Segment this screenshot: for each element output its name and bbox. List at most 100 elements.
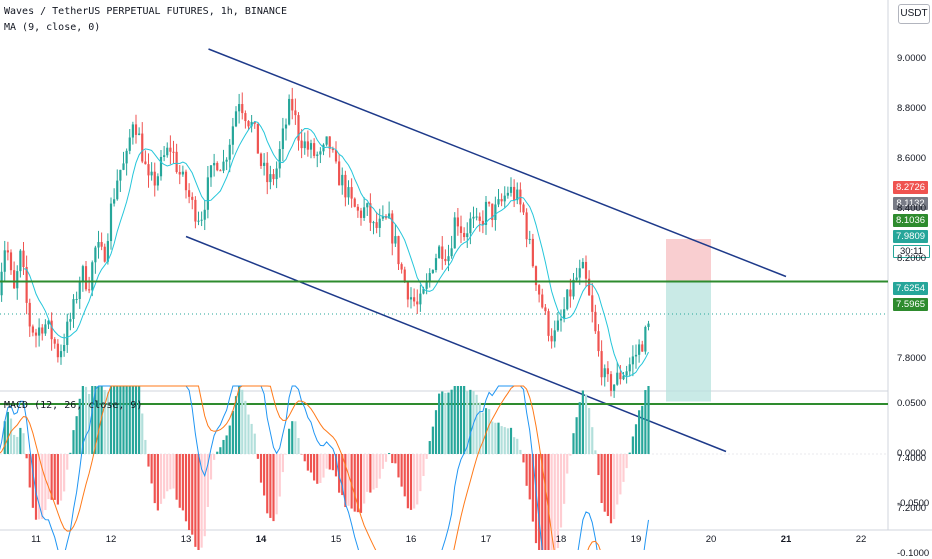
macd-histogram-bar: [447, 392, 450, 454]
candle: [316, 154, 319, 156]
candle: [231, 126, 234, 145]
candle: [253, 121, 256, 124]
macd-histogram-bar: [91, 386, 94, 454]
candle: [609, 374, 613, 391]
macd-histogram-bar: [81, 386, 84, 454]
candle: [541, 294, 544, 308]
candle: [178, 172, 181, 175]
candle: [484, 201, 488, 225]
macd-histogram-bar: [497, 422, 500, 454]
candle: [481, 220, 484, 225]
macd-histogram-bar: [113, 386, 116, 454]
candle: [97, 242, 100, 248]
macd-histogram-bar: [278, 454, 281, 497]
macd-histogram-bar: [350, 454, 353, 509]
candle: [213, 162, 216, 166]
candle: [150, 171, 153, 176]
candle: [406, 282, 409, 300]
macd-histogram-bar: [100, 386, 103, 454]
macd-histogram-bar: [628, 452, 631, 454]
macd-histogram-bar: [425, 454, 428, 459]
candle: [278, 149, 281, 169]
candle: [3, 250, 6, 272]
macd-histogram-bar: [181, 454, 184, 511]
candle: [300, 140, 303, 149]
candle: [194, 199, 197, 222]
symbol-legend[interactable]: Waves / TetherUS PERPETUAL FUTURES, 1h, …: [4, 6, 287, 17]
macd-legend[interactable]: MACD (12, 26, close, 9): [4, 400, 143, 411]
candle: [597, 331, 600, 352]
candle: [538, 285, 541, 295]
macd-histogram-bar: [150, 454, 153, 484]
candle: [488, 201, 491, 204]
candle: [181, 171, 184, 175]
macd-histogram-bar: [13, 434, 16, 454]
candle: [297, 115, 300, 141]
macd-histogram-bar: [613, 454, 616, 520]
candle: [100, 242, 103, 247]
macd-histogram-bar: [581, 390, 584, 454]
candle: [272, 174, 275, 180]
candle: [75, 298, 78, 300]
candle: [263, 162, 266, 166]
macd-histogram-bar: [250, 423, 253, 454]
ma-legend[interactable]: MA (9, close, 0): [4, 22, 101, 33]
macd-histogram-bar: [169, 454, 172, 490]
candle: [372, 222, 375, 224]
macd-histogram-bar: [178, 454, 181, 508]
candle: [616, 372, 619, 385]
candle: [131, 124, 134, 138]
macd-histogram-bar: [184, 454, 188, 522]
macd-histogram-bar: [347, 454, 350, 506]
macd-histogram-bar: [209, 454, 213, 480]
candle: [188, 190, 191, 197]
candle: [625, 371, 628, 376]
time-tick-label: 15: [330, 534, 342, 545]
macd-histogram-bar: [525, 454, 528, 486]
macd-histogram-bar: [397, 454, 400, 478]
macd-histogram-bar: [88, 393, 91, 454]
macd-histogram-bar: [247, 414, 250, 454]
candle: [234, 111, 238, 127]
candle: [309, 143, 313, 150]
macd-histogram-bar: [366, 454, 369, 492]
macd-histogram-bar: [31, 454, 34, 508]
price-tick-label: 8.4000: [897, 203, 927, 214]
candle: [356, 206, 359, 211]
candle: [381, 216, 384, 219]
candle: [25, 266, 28, 303]
candle: [594, 311, 597, 332]
candle: [641, 344, 644, 352]
candle: [591, 295, 594, 312]
candle: [269, 174, 272, 183]
candle: [303, 141, 306, 149]
macd-histogram-bar: [141, 413, 144, 454]
candle: [44, 324, 47, 334]
candle: [238, 104, 241, 112]
macd-histogram-bar: [313, 454, 316, 481]
candle: [216, 162, 219, 171]
macd-histogram-bar: [109, 386, 113, 454]
macd-histogram-bar: [422, 454, 425, 476]
candle: [128, 137, 131, 151]
macd-histogram-bar: [331, 454, 334, 471]
macd-histogram-bar: [600, 454, 603, 504]
candle: [281, 128, 284, 150]
macd-histogram-bar: [394, 454, 397, 464]
macd-histogram-bar: [269, 454, 272, 518]
candle: [453, 217, 456, 249]
macd-histogram-bar: [431, 426, 434, 454]
candle: [59, 351, 63, 358]
macd-histogram-bar: [200, 454, 203, 548]
currency-button[interactable]: USDT: [898, 4, 930, 24]
macd-histogram-bar: [631, 436, 634, 454]
macd-histogram-bar: [578, 402, 581, 454]
macd-histogram-bar: [103, 389, 106, 454]
candle: [222, 161, 225, 171]
macd-histogram-bar: [338, 454, 341, 493]
macd-histogram-bar: [66, 454, 69, 470]
candle: [191, 196, 194, 200]
candle: [547, 311, 550, 336]
macd-histogram-bar: [25, 454, 28, 459]
macd-histogram-bar: [488, 409, 491, 454]
